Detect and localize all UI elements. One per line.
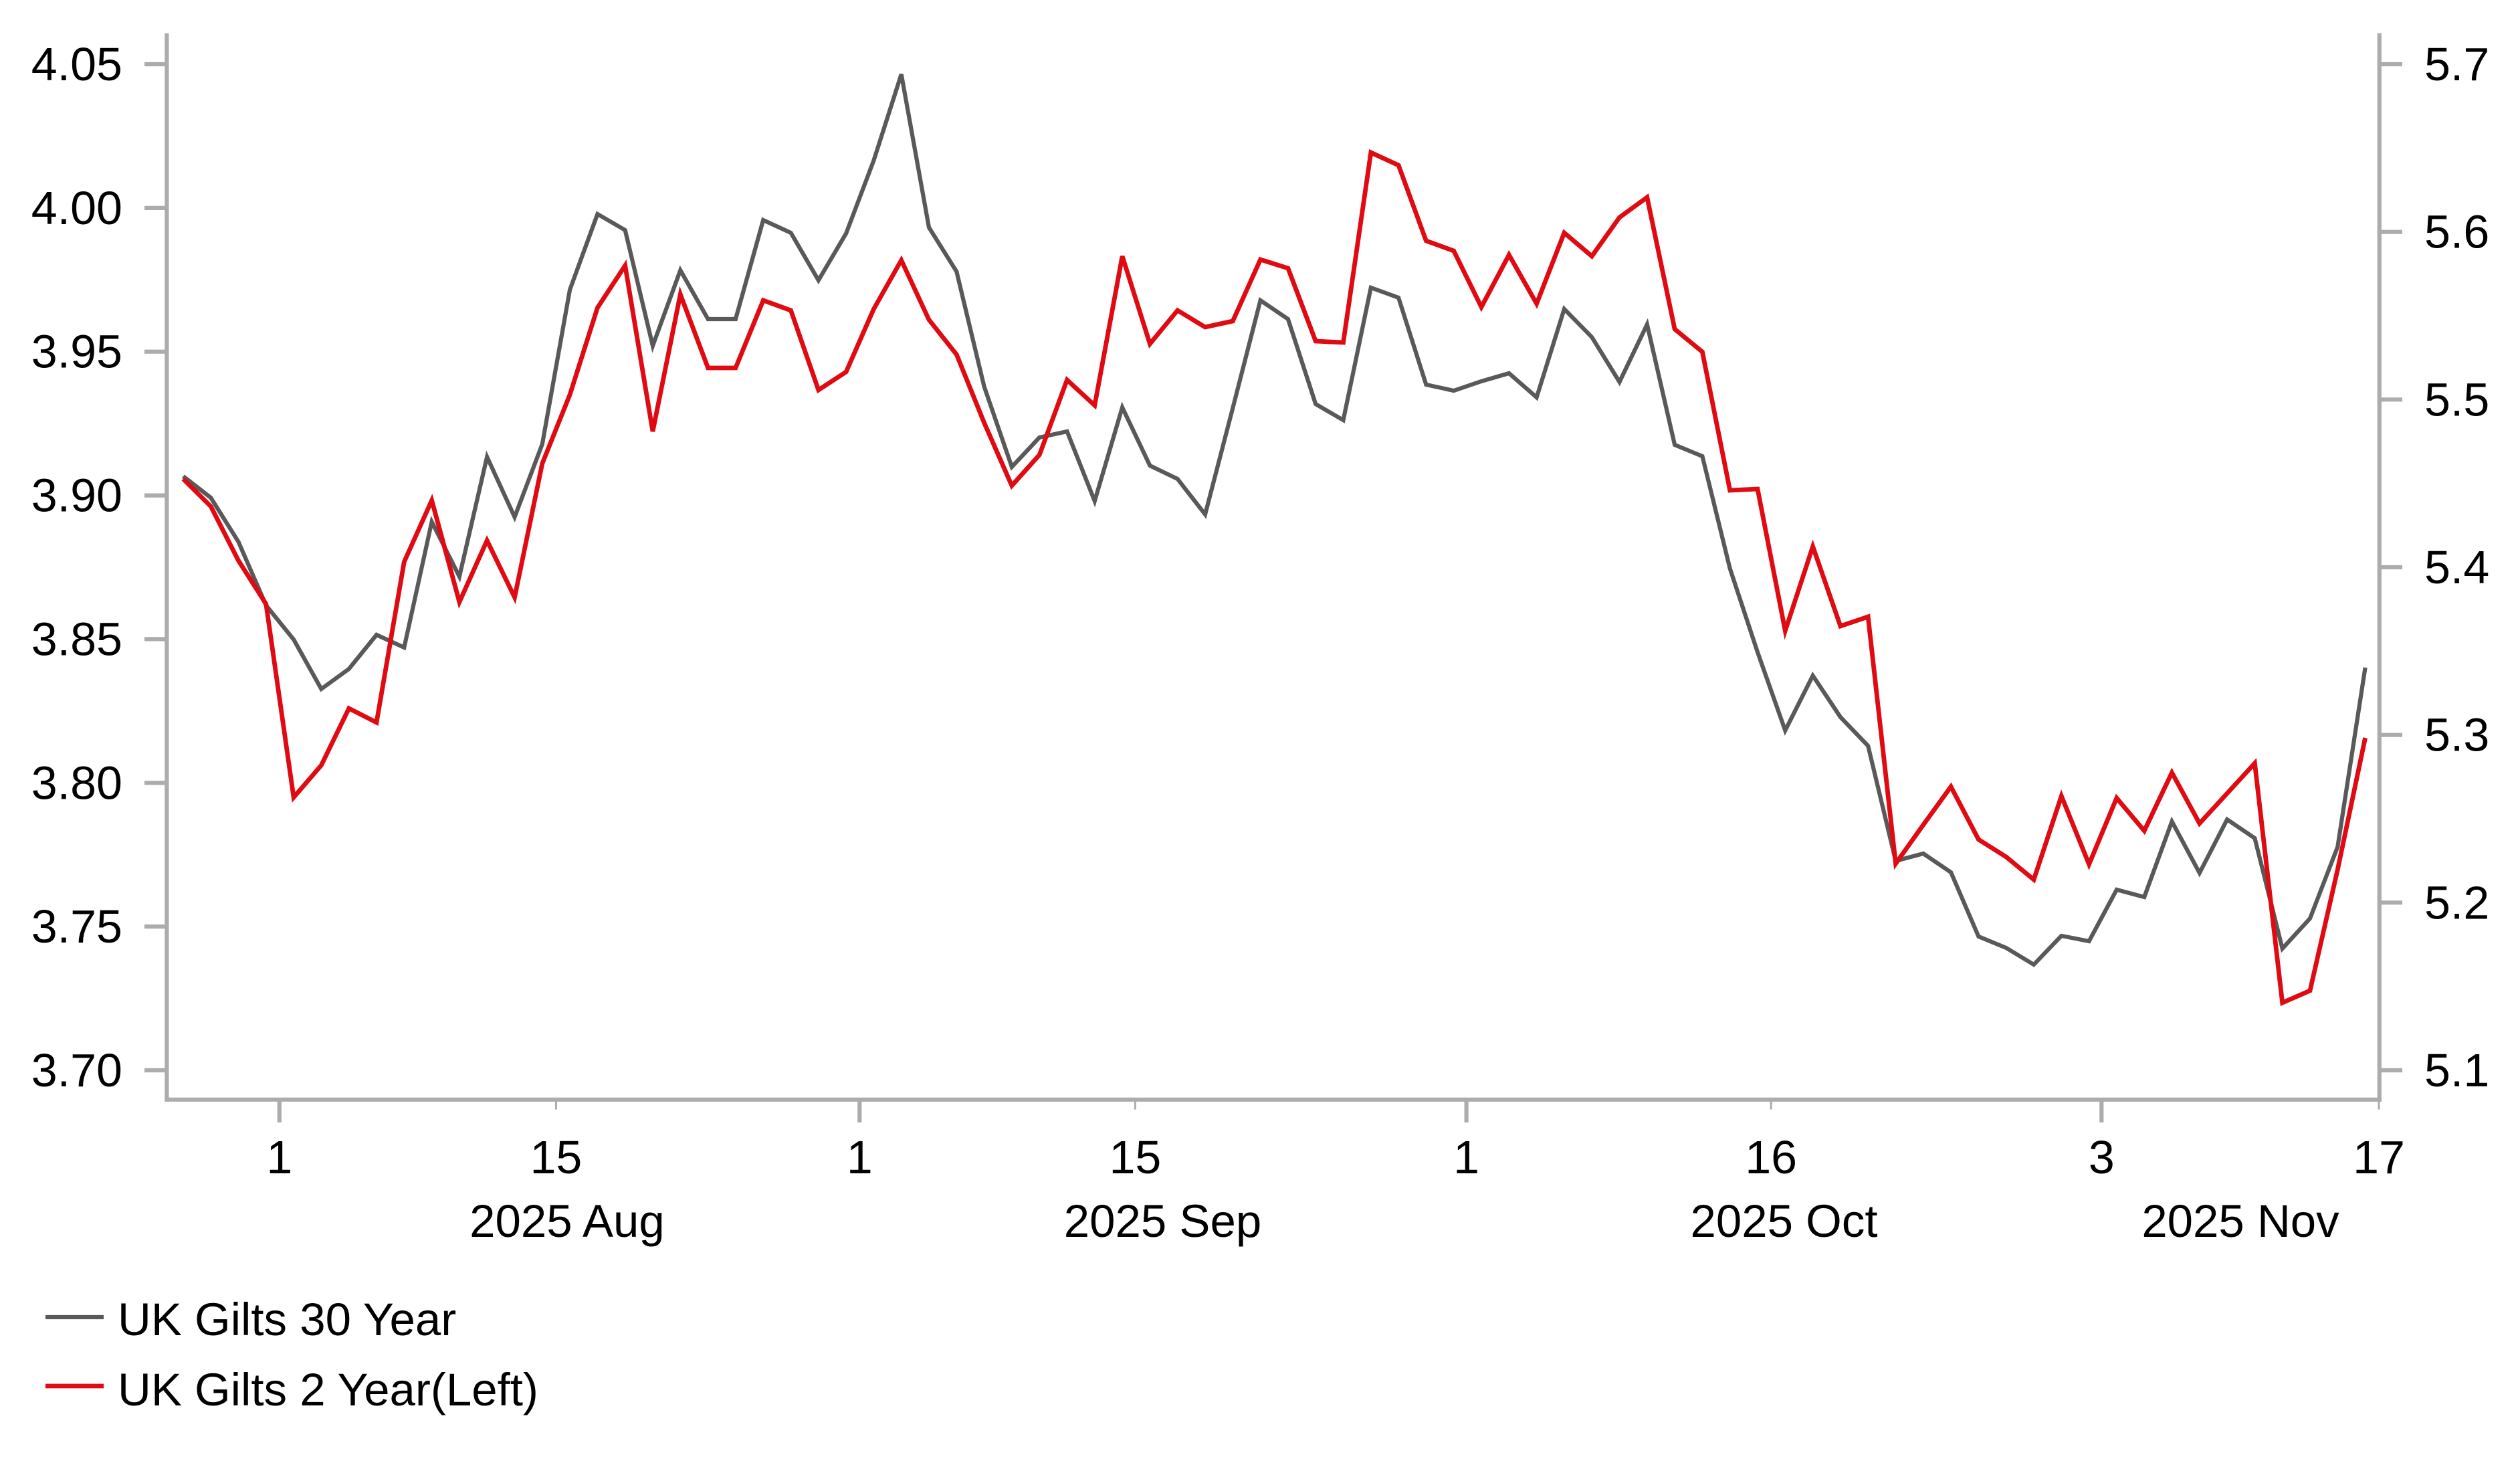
svg-text:4.00: 4.00	[31, 182, 122, 234]
svg-text:2025 Sep: 2025 Sep	[1064, 1195, 1261, 1247]
svg-text:5.6: 5.6	[2424, 206, 2489, 258]
svg-text:16: 16	[1745, 1131, 1797, 1183]
svg-text:15: 15	[1109, 1131, 1161, 1183]
svg-text:5.7: 5.7	[2424, 38, 2489, 90]
svg-text:5.1: 5.1	[2424, 1044, 2489, 1096]
svg-text:5.2: 5.2	[2424, 876, 2489, 928]
svg-text:5.3: 5.3	[2424, 709, 2489, 761]
svg-text:UK Gilts 2 Year(Left): UK Gilts 2 Year(Left)	[118, 1364, 538, 1415]
svg-text:15: 15	[530, 1131, 582, 1183]
svg-text:2025 Aug: 2025 Aug	[469, 1195, 665, 1247]
svg-text:1: 1	[847, 1131, 873, 1183]
svg-text:3.70: 3.70	[31, 1044, 122, 1096]
svg-text:17: 17	[2353, 1131, 2405, 1183]
svg-text:3.85: 3.85	[31, 613, 122, 665]
svg-text:UK Gilts 30 Year: UK Gilts 30 Year	[118, 1294, 456, 1345]
svg-text:5.4: 5.4	[2424, 541, 2489, 593]
svg-text:3: 3	[2089, 1131, 2115, 1183]
svg-text:3.95: 3.95	[31, 326, 122, 378]
svg-text:3.75: 3.75	[31, 900, 122, 953]
svg-text:2025 Nov: 2025 Nov	[2141, 1195, 2339, 1247]
svg-text:1: 1	[1453, 1131, 1479, 1183]
svg-text:3.80: 3.80	[31, 757, 122, 809]
svg-text:1: 1	[266, 1131, 292, 1183]
svg-text:5.5: 5.5	[2424, 373, 2489, 425]
svg-text:3.90: 3.90	[31, 470, 122, 522]
svg-text:4.05: 4.05	[31, 38, 122, 90]
svg-text:2025 Oct: 2025 Oct	[1690, 1195, 1877, 1247]
